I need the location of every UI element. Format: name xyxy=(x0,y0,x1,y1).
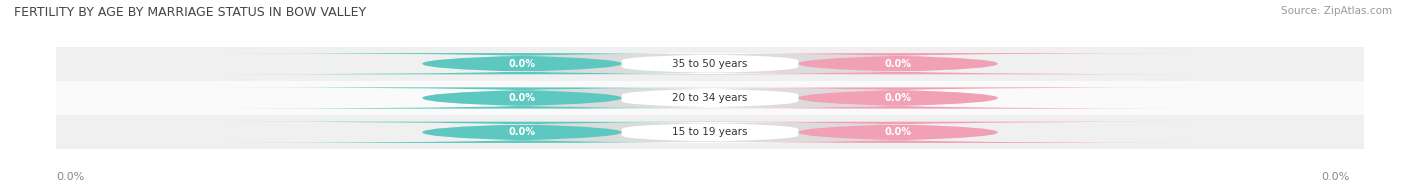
FancyBboxPatch shape xyxy=(592,53,1204,74)
Text: 0.0%: 0.0% xyxy=(56,172,84,182)
FancyBboxPatch shape xyxy=(515,122,905,143)
Text: 0.0%: 0.0% xyxy=(509,59,536,69)
Bar xyxy=(56,115,1364,150)
Text: 0.0%: 0.0% xyxy=(1322,172,1350,182)
Text: 0.0%: 0.0% xyxy=(884,59,911,69)
Bar xyxy=(56,81,1364,115)
Text: FERTILITY BY AGE BY MARRIAGE STATUS IN BOW VALLEY: FERTILITY BY AGE BY MARRIAGE STATUS IN B… xyxy=(14,6,366,19)
Text: 35 to 50 years: 35 to 50 years xyxy=(672,59,748,69)
Text: 0.0%: 0.0% xyxy=(509,93,536,103)
FancyBboxPatch shape xyxy=(422,87,998,109)
Text: 15 to 19 years: 15 to 19 years xyxy=(672,127,748,137)
Text: 20 to 34 years: 20 to 34 years xyxy=(672,93,748,103)
FancyBboxPatch shape xyxy=(422,53,998,74)
FancyBboxPatch shape xyxy=(217,53,828,74)
Text: 0.0%: 0.0% xyxy=(884,127,911,137)
Bar xyxy=(56,47,1364,81)
Text: 0.0%: 0.0% xyxy=(509,127,536,137)
Text: 0.0%: 0.0% xyxy=(884,93,911,103)
FancyBboxPatch shape xyxy=(422,122,998,143)
FancyBboxPatch shape xyxy=(592,87,1204,109)
FancyBboxPatch shape xyxy=(217,87,828,109)
FancyBboxPatch shape xyxy=(592,122,1204,143)
FancyBboxPatch shape xyxy=(217,122,828,143)
Text: Source: ZipAtlas.com: Source: ZipAtlas.com xyxy=(1281,6,1392,16)
FancyBboxPatch shape xyxy=(515,53,905,74)
FancyBboxPatch shape xyxy=(515,87,905,109)
